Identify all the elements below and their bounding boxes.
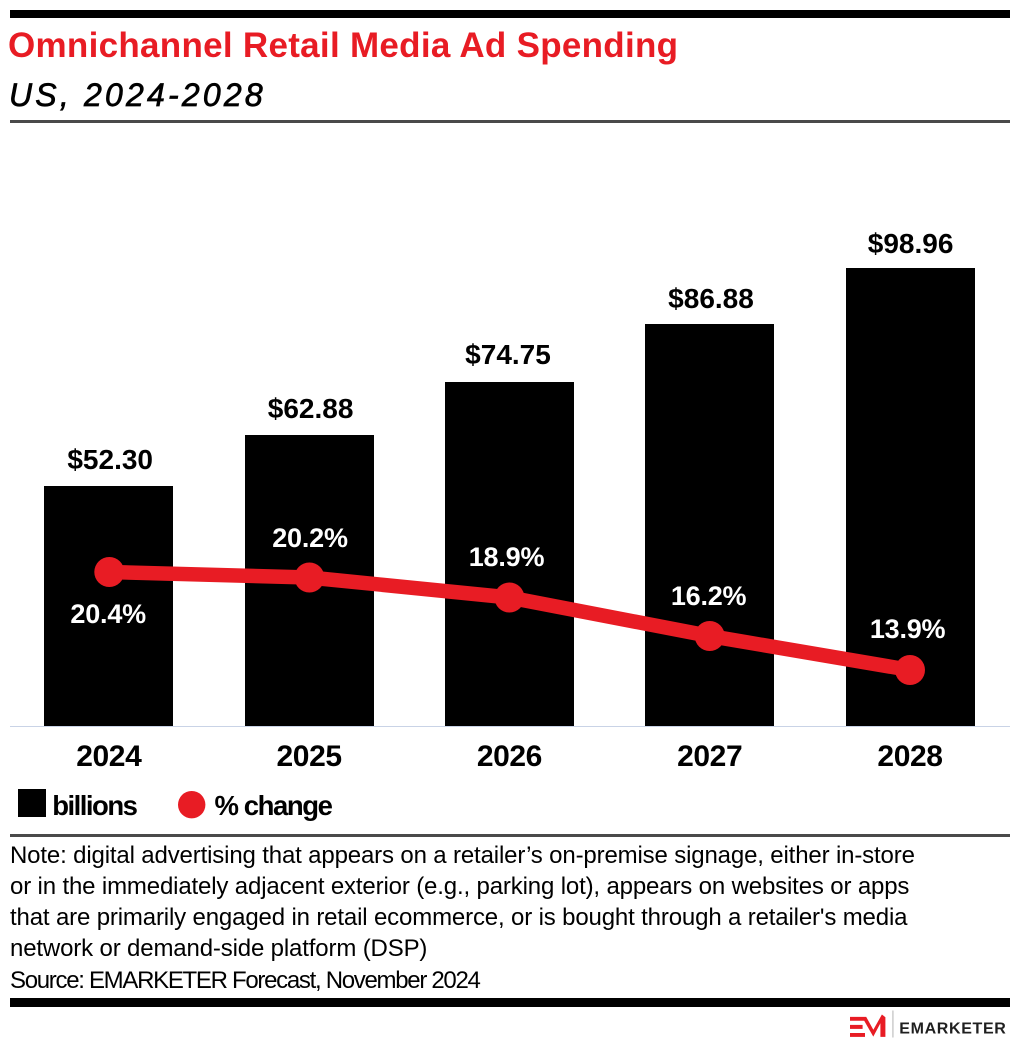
svg-text:EMARKETER: EMARKETER: [899, 1020, 1006, 1037]
